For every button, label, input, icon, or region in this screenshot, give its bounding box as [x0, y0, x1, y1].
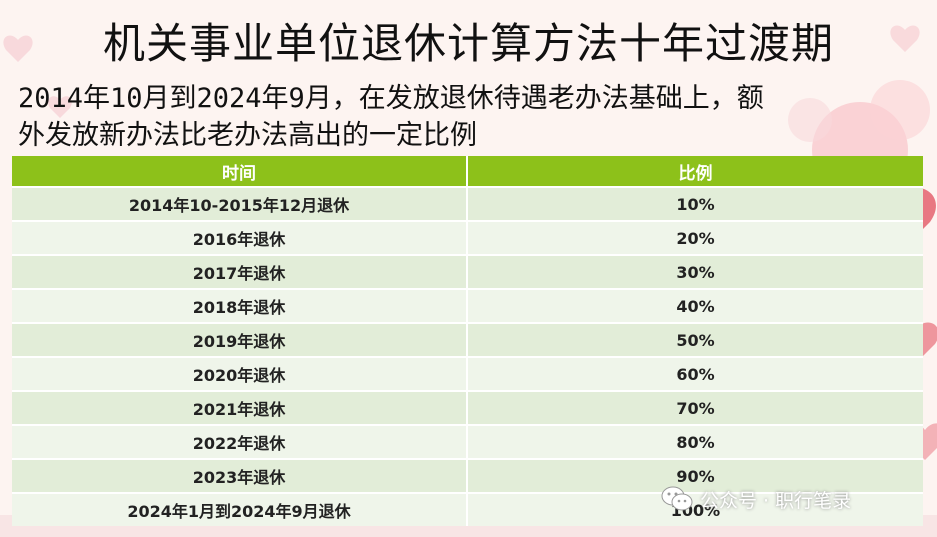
cell-time: 2014年10-2015年12月退休 [12, 186, 468, 221]
column-header-time: 时间 [12, 156, 468, 187]
page-subtitle: 2014年10月到2024年9月，在发放退休待遇老办法基础上，额 外发放新办法比… [18, 83, 764, 151]
cell-ratio: 80% [467, 424, 923, 459]
table-row: 2023年退休 90% [12, 458, 923, 493]
table-row: 2024年1月到2024年9月退休 100% [12, 492, 923, 526]
cell-ratio: 70% [467, 390, 923, 425]
table-header-row: 时间 比例 [12, 156, 923, 187]
cell-time: 2022年退休 [12, 424, 468, 459]
cell-time: 2018年退休 [12, 288, 468, 323]
cell-ratio: 40% [467, 288, 923, 323]
table-row: 2021年退休 70% [12, 390, 923, 425]
table-row: 2017年退休 30% [12, 254, 923, 289]
column-header-ratio: 比例 [467, 156, 923, 187]
cell-time: 2019年退休 [12, 322, 468, 357]
cell-time: 2024年1月到2024年9月退休 [12, 492, 468, 526]
cell-time: 2021年退休 [12, 390, 468, 425]
transition-ratio-table: 时间 比例 2014年10-2015年12月退休 10% 2016年退休 20%… [12, 156, 923, 526]
cell-ratio: 60% [467, 356, 923, 391]
table-row: 2022年退休 80% [12, 424, 923, 459]
cell-time: 2020年退休 [12, 356, 468, 391]
cell-ratio: 30% [467, 254, 923, 289]
table-row: 2016年退休 20% [12, 220, 923, 255]
cell-ratio: 100% [467, 492, 923, 526]
cell-time: 2017年退休 [12, 254, 468, 289]
wechat-icon [661, 486, 693, 511]
page-title: 机关事业单位退休计算方法十年过渡期 [102, 19, 834, 68]
table-row: 2018年退休 40% [12, 288, 923, 323]
cell-ratio: 10% [467, 186, 923, 221]
cell-ratio: 90% [467, 458, 923, 493]
watermark: 公众号 · 职行笔录 [660, 484, 851, 514]
table-row: 2019年退休 50% [12, 322, 923, 357]
cell-ratio: 20% [467, 220, 923, 255]
table-row: 2020年退休 60% [12, 356, 923, 391]
cell-ratio: 50% [467, 322, 923, 357]
watermark-text: 公众号 · 职行笔录 [700, 489, 852, 512]
cell-time: 2023年退休 [12, 458, 468, 493]
cell-time: 2016年退休 [12, 220, 468, 255]
table-row: 2014年10-2015年12月退休 10% [12, 186, 923, 221]
